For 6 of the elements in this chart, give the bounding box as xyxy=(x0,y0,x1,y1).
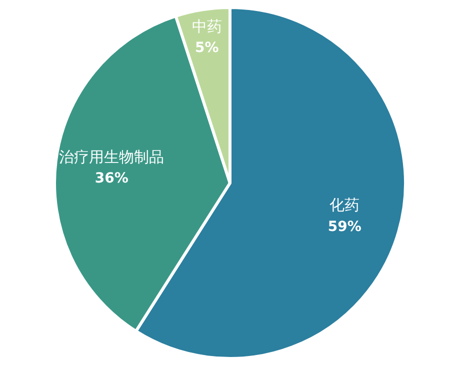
data-label: 36% xyxy=(94,170,128,187)
slice-label: 治疗用生物制品 xyxy=(59,148,164,166)
data-label: 5% xyxy=(195,40,219,56)
slice-label: 化药 xyxy=(330,196,360,214)
data-label: 59% xyxy=(328,218,362,235)
slice-label: 中药 xyxy=(192,17,222,36)
